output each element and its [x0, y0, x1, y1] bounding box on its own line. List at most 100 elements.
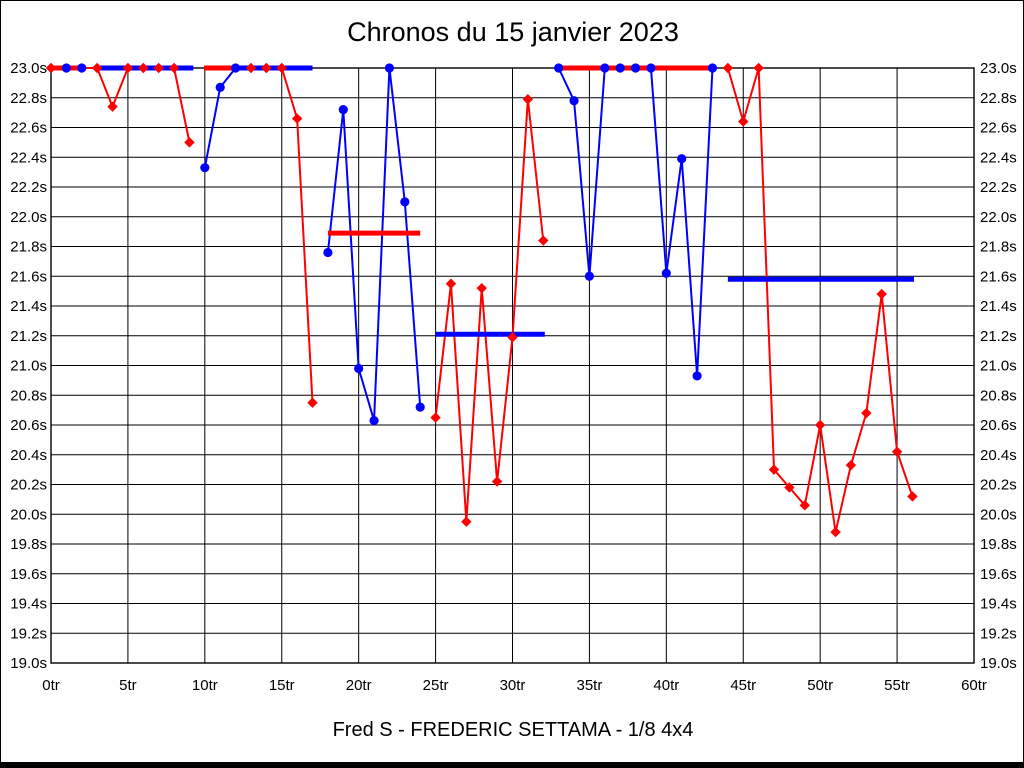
y-axis-label-left: 21.4s [10, 298, 47, 315]
red-data-point [814, 419, 826, 431]
x-axis-label: 5tr [119, 677, 137, 694]
red-data-point [799, 500, 810, 511]
red-data-point [784, 482, 795, 493]
red-data-point [722, 62, 734, 74]
y-axis-label-right: 22.0s [980, 209, 1017, 226]
y-axis-label-right: 20.6s [980, 417, 1017, 434]
y-axis-label-left: 20.6s [10, 417, 47, 434]
y-axis-label-left: 20.0s [10, 506, 47, 523]
y-axis-label-right: 20.4s [980, 447, 1017, 464]
blue-data-point [384, 63, 395, 73]
y-axis-label-right: 21.8s [980, 239, 1017, 256]
y-axis-label-right: 22.4s [980, 149, 1017, 166]
y-axis-label-right: 19.6s [980, 566, 1017, 583]
y-axis-label-left: 22.0s [10, 209, 47, 226]
x-axis-label: 0tr [42, 677, 60, 694]
red-data-point [907, 491, 918, 502]
red-data-point [461, 516, 472, 527]
blue-data-point [615, 63, 625, 73]
x-axis-label: 55tr [884, 677, 910, 694]
y-axis-label-right: 20.0s [980, 506, 1017, 523]
red-data-point [261, 62, 272, 74]
red-data-point [445, 278, 457, 289]
x-axis-label: 30tr [500, 677, 526, 694]
blue-data-point [215, 82, 225, 92]
blue-data-point [600, 63, 610, 73]
y-axis-label-left: 20.8s [10, 387, 47, 404]
y-axis-label-right: 22.6s [980, 120, 1017, 137]
red-data-point [768, 464, 780, 475]
y-axis-label-right: 19.4s [980, 596, 1017, 613]
y-axis-label-left: 19.2s [10, 625, 47, 642]
blue-data-point [354, 363, 364, 374]
red-data-point [522, 94, 534, 105]
x-axis-label: 35tr [576, 677, 602, 694]
y-axis-label-left: 20.2s [10, 477, 47, 494]
red-data-point [753, 62, 764, 74]
red-data-point [245, 62, 257, 74]
y-axis-label-right: 21.0s [980, 358, 1017, 375]
red-data-point [276, 62, 287, 74]
chart-caption: Fred S - FREDERIC SETTAMA - 1/8 4x4 [332, 719, 694, 741]
y-axis-label-right: 23.0s [980, 60, 1017, 77]
red-data-point [307, 397, 318, 408]
blue-data-point [584, 271, 595, 281]
red-data-point [138, 62, 149, 74]
y-axis-label-right: 21.2s [980, 328, 1017, 345]
red-data-point [291, 113, 303, 124]
x-axis-label: 20tr [346, 677, 372, 694]
y-axis-label-right: 21.6s [980, 268, 1017, 285]
y-axis-label-left: 19.6s [10, 566, 47, 583]
y-axis-label-right: 21.4s [980, 298, 1017, 315]
x-axis-label: 50tr [807, 677, 833, 694]
red-data-point [538, 235, 549, 246]
blue-data-point [338, 105, 348, 115]
y-axis-label-right: 19.0s [980, 655, 1017, 672]
bottom-border-bar [1, 762, 1023, 768]
blue-data-point [677, 154, 687, 164]
red-data-point [738, 116, 749, 127]
blue-data-point [630, 63, 641, 73]
blue-data-point [61, 63, 71, 73]
blue-data-point [554, 63, 564, 73]
blue-data-point [231, 63, 241, 73]
blue-data-point [369, 415, 379, 426]
blue-data-point [323, 247, 333, 258]
y-axis-label-right: 20.2s [980, 477, 1017, 494]
driver-red-line [51, 67, 191, 143]
y-axis-label-left: 22.4s [10, 149, 47, 166]
blue-data-point [692, 371, 702, 381]
red-data-point [876, 288, 887, 300]
y-axis-label-left: 21.8s [10, 239, 47, 256]
y-axis-label-right: 19.8s [980, 536, 1017, 553]
blue-data-point [415, 402, 425, 412]
red-data-point [845, 459, 857, 471]
y-axis-label-left: 22.8s [10, 90, 47, 107]
y-axis-label-left: 23.0s [10, 60, 47, 77]
driver-blue-line [326, 67, 422, 421]
chart-title: Chronos du 15 janvier 2023 [347, 17, 679, 47]
red-data-point [491, 476, 503, 487]
red-data-point [153, 62, 164, 74]
blue-data-point [77, 63, 87, 73]
blue-data-point [646, 63, 656, 73]
red-data-point [891, 446, 903, 457]
blue-data-point [569, 96, 579, 106]
x-axis-label: 15tr [269, 677, 295, 694]
y-axis-label-left: 22.2s [10, 179, 47, 196]
red-data-point [507, 332, 518, 343]
y-axis-label-right: 20.8s [980, 387, 1017, 404]
red-data-point [830, 526, 841, 538]
y-axis-label-left: 19.0s [10, 655, 47, 672]
blue-data-point [200, 163, 210, 173]
x-axis-label: 25tr [423, 677, 449, 694]
y-axis-label-right: 22.2s [980, 179, 1017, 196]
y-axis-label-left: 21.2s [10, 328, 47, 345]
y-axis-label-right: 22.8s [980, 90, 1017, 107]
red-data-point [168, 62, 180, 74]
driver-blue-line [557, 67, 714, 376]
blue-data-point [400, 197, 410, 207]
x-axis-label: 45tr [730, 677, 756, 694]
y-axis-label-left: 19.8s [10, 536, 47, 553]
